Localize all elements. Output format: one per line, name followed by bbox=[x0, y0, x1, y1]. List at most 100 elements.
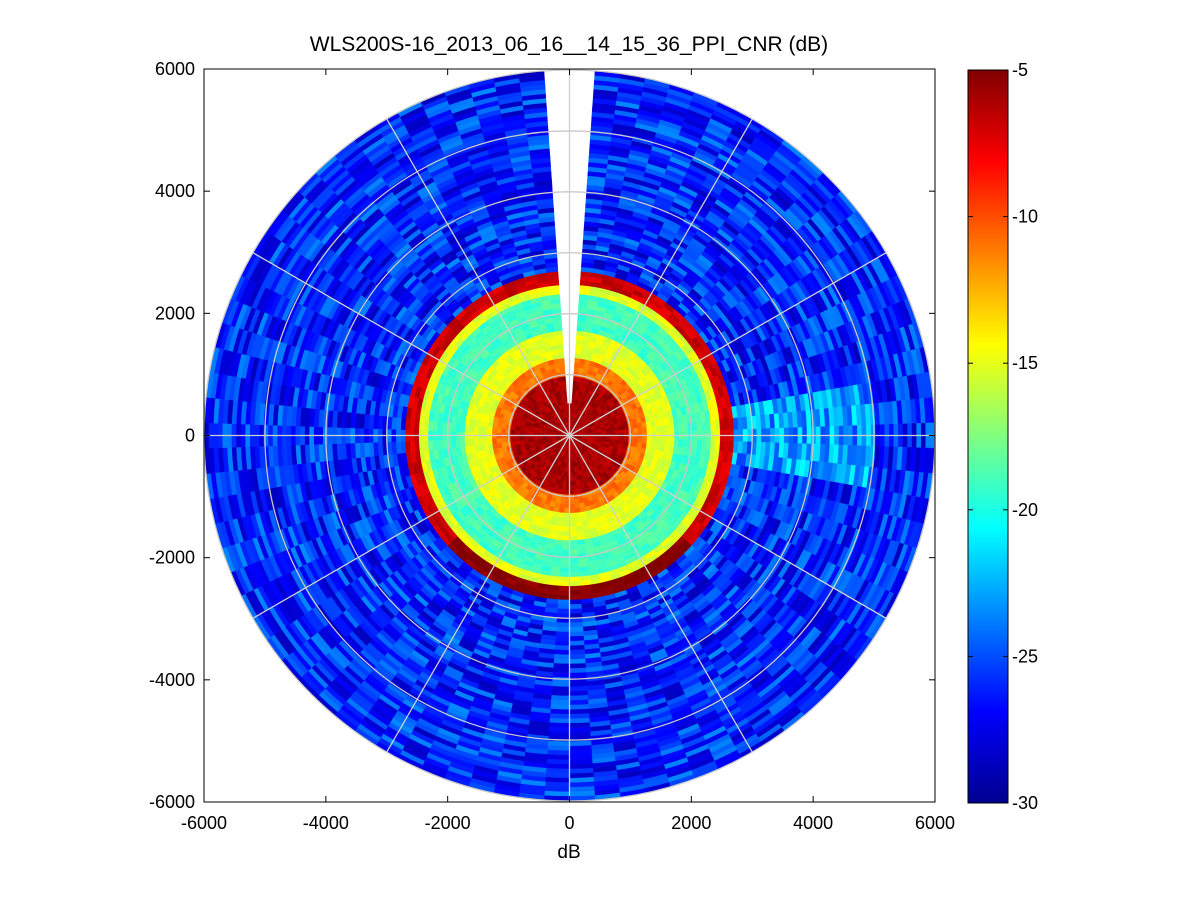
cnr-cell bbox=[432, 439, 438, 451]
cnr-cell bbox=[569, 622, 584, 628]
cnr-cell bbox=[464, 438, 470, 447]
cnr-cell bbox=[553, 658, 570, 665]
cnr-cell bbox=[423, 440, 429, 452]
cnr-cell bbox=[553, 649, 570, 656]
cnr-cell bbox=[569, 558, 579, 564]
cnr-cell bbox=[646, 426, 652, 434]
cnr-cell bbox=[559, 366, 566, 373]
cnr-cell bbox=[477, 438, 484, 446]
cnr-cell bbox=[560, 376, 566, 382]
cnr-cell bbox=[477, 425, 484, 433]
cnr-cell bbox=[691, 421, 698, 432]
cnr-cell bbox=[574, 516, 582, 523]
cnr-cell bbox=[532, 436, 538, 440]
cnr-cell bbox=[569, 590, 581, 596]
cnr-cell bbox=[562, 530, 570, 537]
cnr-cell bbox=[569, 549, 579, 555]
cnr-cell bbox=[569, 540, 578, 546]
cnr-cell bbox=[569, 667, 587, 674]
cnr-cell bbox=[487, 426, 493, 434]
cnr-cell bbox=[664, 424, 671, 433]
cnr-cell bbox=[572, 485, 578, 491]
cnr-cell bbox=[491, 437, 498, 444]
cnr-cell bbox=[561, 544, 570, 550]
cnr-cell bbox=[569, 521, 577, 528]
cnr-cell bbox=[569, 512, 576, 518]
cnr-cell bbox=[562, 526, 570, 532]
cnr-polar-heatmap bbox=[204, 70, 935, 802]
cnr-cell bbox=[492, 442, 498, 450]
cnr-cell bbox=[468, 424, 475, 433]
cnr-cell bbox=[557, 516, 565, 523]
cnr-cell bbox=[555, 525, 564, 532]
cnr-cell bbox=[678, 439, 684, 448]
cnr-cell bbox=[636, 422, 643, 429]
cnr-cell bbox=[564, 503, 570, 509]
cnr-cell bbox=[574, 512, 582, 518]
cnr-cell bbox=[641, 427, 648, 434]
cnr-cell bbox=[651, 438, 657, 445]
cnr-cell bbox=[555, 622, 570, 628]
cnr-cell bbox=[459, 423, 466, 433]
cnr-cell bbox=[551, 681, 570, 688]
cnr-cell bbox=[473, 438, 479, 446]
cnr-cell bbox=[655, 438, 662, 446]
cnr-cell bbox=[552, 672, 570, 678]
cnr-cell bbox=[569, 685, 588, 692]
cnr-cell bbox=[450, 422, 457, 432]
cnr-cell bbox=[436, 439, 443, 450]
cnr-cell bbox=[560, 549, 570, 555]
cnr-cell bbox=[559, 567, 570, 573]
cnr-cell bbox=[574, 357, 581, 364]
cnr-cell bbox=[637, 437, 643, 444]
cnr-cell bbox=[651, 426, 657, 433]
cnr-cell bbox=[569, 644, 585, 651]
cnr-cell bbox=[641, 442, 647, 450]
cnr-cell bbox=[696, 421, 703, 432]
cnr-cell bbox=[564, 398, 568, 405]
cnr-cell bbox=[569, 562, 579, 569]
cnr-cell bbox=[427, 440, 434, 451]
cnr-cell bbox=[450, 439, 457, 449]
cnr-cell bbox=[696, 439, 703, 450]
cnr-cell bbox=[563, 508, 570, 514]
cnr-cell bbox=[557, 599, 570, 605]
cnr-cell bbox=[557, 603, 570, 610]
cnr-cell bbox=[555, 631, 570, 637]
cnr-cell bbox=[719, 440, 725, 452]
cnr-cell bbox=[574, 348, 582, 355]
cnr-cell bbox=[569, 530, 577, 537]
cnr-cell bbox=[573, 366, 580, 373]
cnr-cell bbox=[669, 438, 675, 447]
cnr-cell bbox=[691, 439, 698, 450]
cnr-cell bbox=[655, 425, 662, 433]
cnr-cell bbox=[701, 439, 707, 451]
cnr-cell bbox=[554, 644, 570, 651]
cnr-cell bbox=[719, 419, 725, 431]
cnr-cell bbox=[528, 436, 534, 441]
cnr-cell bbox=[553, 654, 570, 660]
cnr-cell bbox=[569, 544, 578, 550]
cnr-cell bbox=[569, 658, 586, 665]
cnr-cell bbox=[701, 420, 707, 432]
cnr-cell bbox=[569, 499, 575, 505]
cnr-cell bbox=[601, 431, 607, 435]
cnr-cell bbox=[623, 429, 630, 434]
cnr-cell bbox=[673, 423, 680, 433]
cnr-cell bbox=[623, 424, 629, 431]
cnr-cell bbox=[569, 553, 579, 560]
cnr-cell bbox=[632, 423, 638, 430]
cnr-cell bbox=[569, 603, 582, 610]
cnr-cell bbox=[569, 508, 576, 514]
cnr-cell bbox=[554, 640, 570, 646]
cnr-cell bbox=[560, 558, 570, 564]
cnr-cell bbox=[569, 571, 580, 578]
cnr-cell bbox=[569, 663, 587, 669]
cnr-cell bbox=[618, 425, 625, 431]
cnr-cell bbox=[473, 425, 479, 433]
cnr-cell bbox=[660, 438, 666, 446]
cnr-cell bbox=[555, 626, 570, 633]
cnr-cell bbox=[558, 507, 565, 514]
cnr-cell bbox=[558, 585, 570, 592]
